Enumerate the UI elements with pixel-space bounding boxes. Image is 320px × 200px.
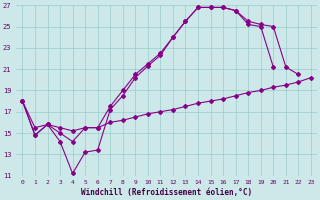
X-axis label: Windchill (Refroidissement éolien,°C): Windchill (Refroidissement éolien,°C) [81, 188, 252, 197]
